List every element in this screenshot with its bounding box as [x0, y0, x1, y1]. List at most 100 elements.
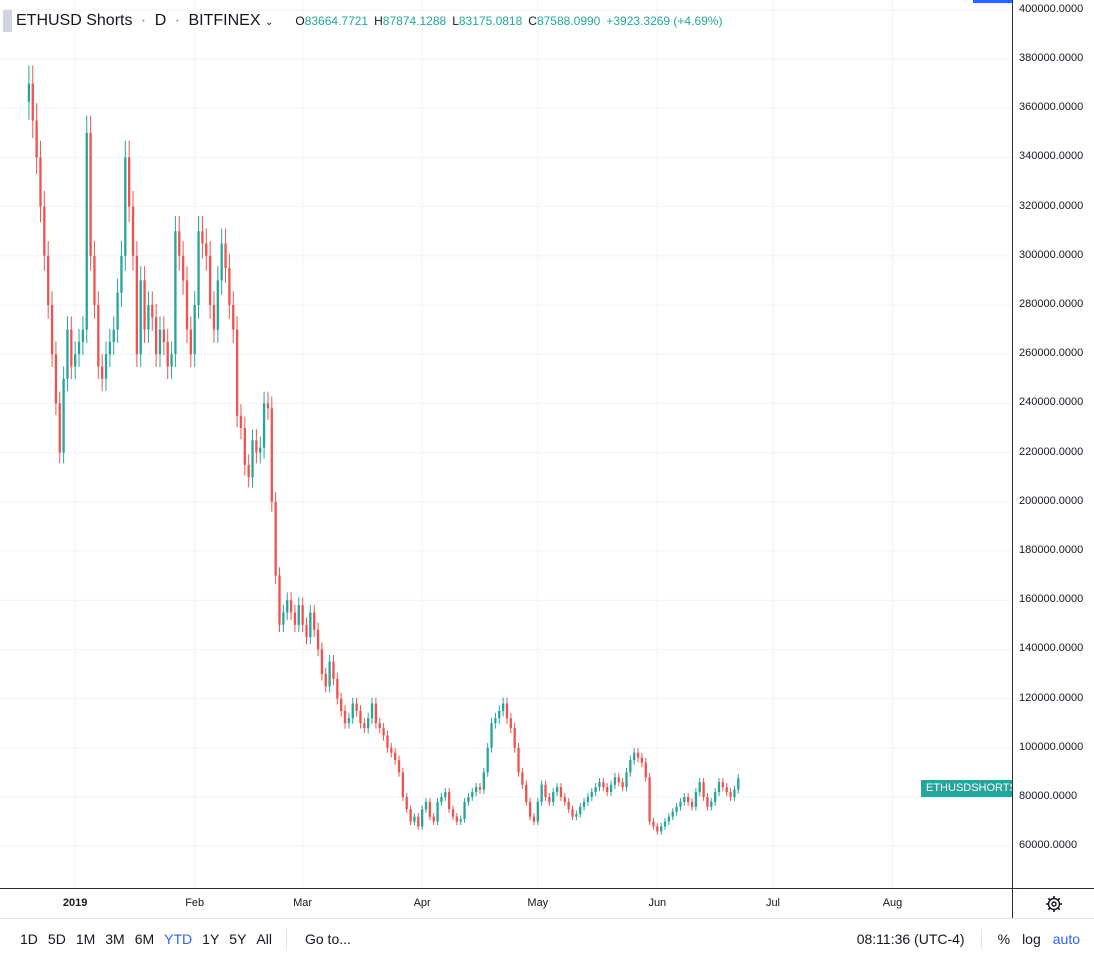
- candle-body: [525, 784, 528, 802]
- legend-title[interactable]: ETHUSD Shorts · D · BITFINEX ⌄: [16, 12, 274, 29]
- chevron-down-icon[interactable]: ⌄: [264, 17, 274, 28]
- candle-body: [528, 801, 532, 817]
- drag-handle-icon[interactable]: [3, 10, 12, 32]
- candle-body: [278, 575, 281, 625]
- candle-body: [208, 255, 212, 306]
- candle-body: [555, 787, 559, 793]
- percent-toggle[interactable]: %: [997, 931, 1011, 947]
- candle-body: [181, 255, 185, 281]
- candle-body: [232, 305, 235, 330]
- candle-body: [243, 428, 246, 465]
- candle-body: [420, 809, 424, 827]
- log-toggle[interactable]: log: [1022, 931, 1041, 947]
- timeframe-button-6m[interactable]: 6M: [134, 931, 155, 947]
- price-tick-label: 320000.0000: [1019, 199, 1084, 212]
- auto-toggle[interactable]: auto: [1052, 931, 1080, 947]
- price-tick-label: 180000.0000: [1019, 544, 1084, 556]
- timeframe-button-1y[interactable]: 1Y: [202, 931, 220, 947]
- candle-body: [482, 772, 485, 790]
- price-tick-label: 100000.0000: [1019, 740, 1084, 753]
- candle-body: [212, 305, 216, 330]
- goto-button[interactable]: Go to...: [304, 931, 351, 947]
- candle-body: [151, 305, 154, 318]
- legend-high-key: H: [374, 14, 383, 28]
- candle-body: [328, 661, 331, 687]
- candle-body: [729, 792, 732, 797]
- candle-body: [679, 801, 682, 807]
- chart-pane[interactable]: ETHUSD Shorts · D · BITFINEX ⌄ O 83664.7…: [0, 0, 1033, 888]
- price-axis[interactable]: 400000.0000 380000.0000 360000.0000 340000.…: [1012, 0, 1094, 888]
- candle-body: [143, 280, 146, 330]
- candle-body: [97, 305, 100, 367]
- candle-body: [74, 354, 77, 367]
- timeframe-button-5y[interactable]: 5Y: [229, 931, 247, 947]
- candle-body: [367, 718, 370, 729]
- candle-body: [717, 782, 721, 793]
- candle-body: [235, 329, 239, 416]
- candle-body: [409, 809, 412, 822]
- candle-body: [733, 789, 736, 797]
- candle-body: [625, 772, 628, 788]
- candle-body: [124, 157, 127, 256]
- timeframe-button-1m[interactable]: 1M: [75, 931, 96, 947]
- candle-body: [432, 816, 435, 822]
- candle-body: [586, 796, 590, 802]
- timeframe-button-3m[interactable]: 3M: [105, 931, 125, 947]
- candle-body: [474, 787, 478, 793]
- series-legend: ETHUSD Shorts · D · BITFINEX ⌄ O 83664.7…: [16, 12, 728, 30]
- timeframe-button-ytd[interactable]: YTD: [164, 931, 193, 947]
- candle-body: [332, 661, 335, 679]
- candle-body: [193, 305, 196, 355]
- candle-body: [43, 206, 46, 256]
- candle-body: [559, 787, 563, 797]
- candle-body: [85, 132, 88, 330]
- timeframe-button-5d[interactable]: 5D: [47, 931, 66, 947]
- candle-body: [702, 782, 705, 797]
- price-tick-label: 80000.0000: [1019, 789, 1078, 802]
- candle-body: [671, 811, 674, 817]
- candle-body: [394, 752, 397, 761]
- legend-open-value: 83664.7721: [304, 14, 369, 28]
- candle-body: [675, 806, 678, 812]
- candle-body: [220, 243, 223, 281]
- candle-body: [648, 777, 651, 822]
- top-tab-indicator: [973, 0, 1033, 3]
- candle-body: [31, 83, 34, 121]
- candle-body: [652, 821, 655, 827]
- candle-body: [108, 341, 112, 355]
- candle-body: [424, 801, 428, 810]
- candle-body: [629, 760, 632, 773]
- candle-body: [579, 806, 582, 815]
- candle-body: [251, 440, 254, 478]
- candle-body: [436, 801, 439, 822]
- time-tick-label: May: [527, 897, 549, 909]
- price-tick-label: 400000.0000: [1019, 2, 1084, 15]
- candle-body: [228, 268, 231, 306]
- candle-body: [320, 649, 324, 674]
- time-tick-label: Feb: [185, 897, 205, 909]
- bottom-toolbar: 1D 5D 1M 3M 6M YTD 1Y 5Y All Go to... 08:11:36 (…: [0, 918, 1094, 959]
- chart-settings-button[interactable]: [1012, 888, 1094, 918]
- legend-close-key: C: [528, 14, 537, 28]
- candle-body: [355, 703, 358, 711]
- time-tick-label: Jun: [648, 897, 667, 909]
- time-axis[interactable]: 2019 Feb Mar Apr May Jun Jul Aug: [0, 888, 1012, 918]
- candle-body: [694, 792, 698, 807]
- candle-body: [104, 354, 108, 379]
- candle-body: [35, 120, 38, 158]
- candle-body: [343, 710, 347, 724]
- timeframe-button-1d[interactable]: 1D: [20, 931, 38, 947]
- clock-readout[interactable]: 08:11:36 (UTC-4): [856, 931, 965, 947]
- candle-body: [451, 809, 455, 817]
- candle-body: [478, 787, 482, 790]
- timeframe-button-all[interactable]: All: [256, 931, 272, 947]
- candle-body: [513, 728, 516, 748]
- candle-body: [378, 723, 381, 729]
- candle-body: [120, 255, 123, 293]
- price-tick-label: 120000.0000: [1019, 691, 1084, 704]
- time-tick-label: Mar: [293, 897, 313, 909]
- series-name-tag: ETHUSDSHORTS: [921, 780, 1022, 797]
- candlestick-chart[interactable]: [0, 0, 1012, 888]
- candle-body: [582, 801, 586, 807]
- candle-body: [77, 341, 81, 355]
